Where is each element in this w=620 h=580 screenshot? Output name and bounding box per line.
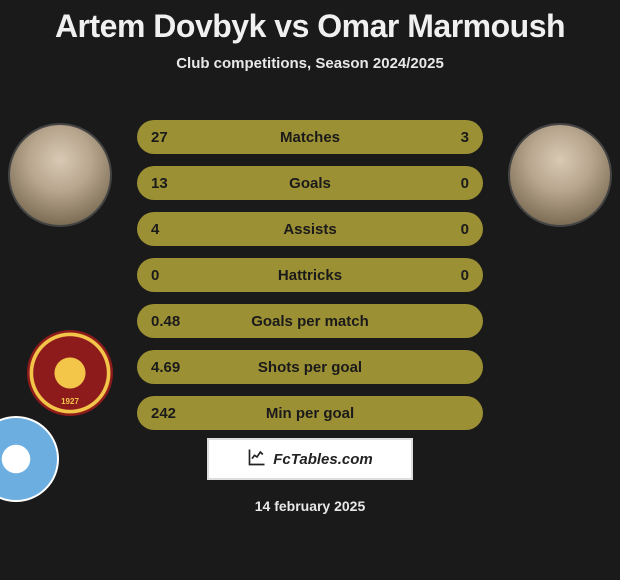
stat-right-value: 0 [461, 175, 469, 192]
date-text: 14 february 2025 [0, 498, 620, 514]
stat-row-hattricks: 0 Hattricks 0 [137, 258, 483, 292]
stat-left-value: 4 [151, 221, 159, 238]
stat-label: Assists [283, 221, 336, 238]
watermark: FcTables.com [207, 438, 413, 480]
stat-row-matches: 27 Matches 3 [137, 120, 483, 154]
stat-label: Hattricks [278, 267, 342, 284]
player-left-avatar [8, 123, 112, 227]
chart-icon [247, 447, 267, 472]
watermark-text: FcTables.com [273, 451, 372, 468]
stat-left-value: 4.69 [151, 359, 180, 376]
stat-left-value: 0 [151, 267, 159, 284]
stat-label: Matches [280, 129, 340, 146]
page-title: Artem Dovbyk vs Omar Marmoush [0, 0, 620, 45]
stat-right-value: 0 [461, 221, 469, 238]
stat-left-value: 242 [151, 405, 176, 422]
stat-label: Goals per match [251, 313, 369, 330]
stat-label: Goals [289, 175, 331, 192]
stat-left-value: 0.48 [151, 313, 180, 330]
club-right-badge [0, 416, 59, 502]
stat-left-value: 27 [151, 129, 168, 146]
stat-label: Shots per goal [258, 359, 362, 376]
subtitle: Club competitions, Season 2024/2025 [0, 55, 620, 72]
stats-container: 27 Matches 3 13 Goals 0 4 Assists 0 0 Ha… [137, 120, 483, 442]
club-left-badge [27, 330, 113, 416]
stat-left-value: 13 [151, 175, 168, 192]
stat-right-value: 3 [461, 129, 469, 146]
stat-row-shots-per-goal: 4.69 Shots per goal [137, 350, 483, 384]
stat-row-min-per-goal: 242 Min per goal [137, 396, 483, 430]
stat-right-value: 0 [461, 267, 469, 284]
stat-label: Min per goal [266, 405, 354, 422]
stat-row-goals: 13 Goals 0 [137, 166, 483, 200]
player-right-avatar [508, 123, 612, 227]
stat-row-assists: 4 Assists 0 [137, 212, 483, 246]
stat-row-goals-per-match: 0.48 Goals per match [137, 304, 483, 338]
